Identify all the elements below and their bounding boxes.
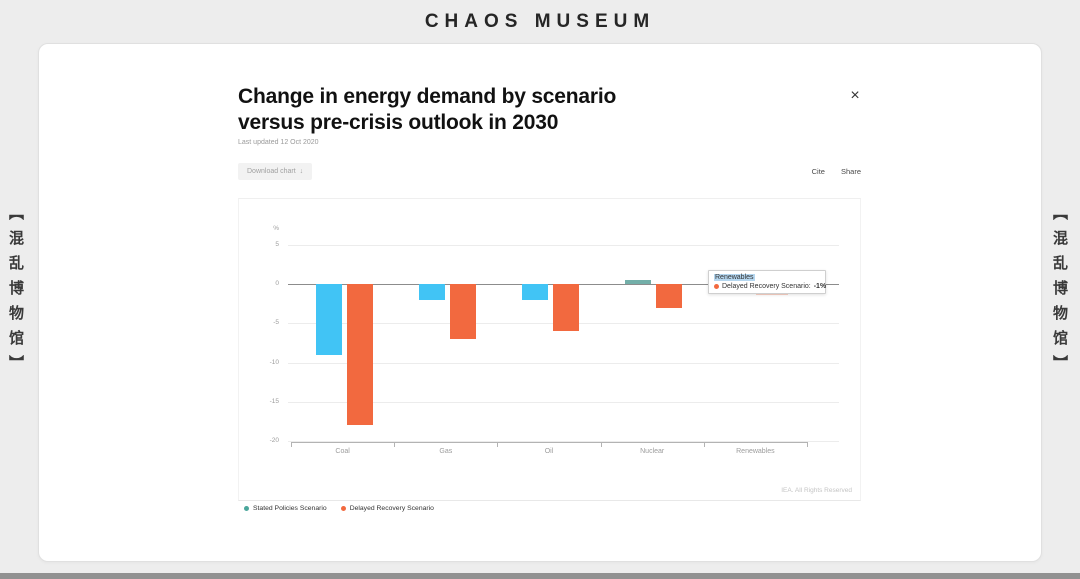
legend-label: Delayed Recovery Scenario [349,505,434,512]
gridline [288,441,839,443]
legend-label: Stated Policies Scenario [253,505,327,512]
x-axis-label-coal: Coal [335,448,350,455]
legend-dot [340,506,346,511]
x-axis-tick [497,442,499,447]
download-arrow-icon: ↓ [299,168,304,175]
chart-panel [238,198,861,501]
tooltip-series-label: Delayed Recovery Scenario: [722,283,811,290]
chart-legend: Stated Policies Scenario Delayed Recovery… [244,505,434,512]
x-axis-tick [807,442,808,447]
close-icon[interactable]: × [845,86,865,106]
tooltip-series-dot [714,284,719,289]
site-header: CHAOS MUSEUM [0,0,1080,43]
last-updated-text: Last updated 12 Oct 2020 [238,139,319,146]
right-watermark: 【混乱博物馆】 [1051,205,1068,380]
bar-gas-delayed-recovery-scenario[interactable] [449,284,476,339]
gridline [288,244,839,246]
legend-dot [244,506,249,511]
bar-oil-delayed-recovery-scenario[interactable] [553,284,579,332]
bar-gas-stated-policies-scenario[interactable] [418,284,445,300]
cite-link[interactable]: Cite [811,167,825,176]
bottom-divider [0,573,1080,579]
bar-oil-stated-policies-scenario[interactable] [522,284,548,300]
x-axis-tick [600,442,602,447]
y-axis-unit-label: % [273,225,279,232]
x-axis-label-oil: Oil [544,448,554,455]
y-tick-label: -15 [269,397,279,405]
site-title: CHAOS MUSEUM [424,10,656,32]
x-axis-label-renewables: Renewables [736,448,775,455]
chart-title: Change in energy demand by scenario vers… [238,85,617,135]
y-tick-label: 0 [275,280,279,287]
chart-credit: IEA. All Rights Reserved [781,487,852,494]
tooltip-value: -1% [813,283,827,290]
bar-coal-stated-policies-scenario[interactable] [315,284,342,355]
legend-item-delayed-recovery-scenario[interactable]: Delayed Recovery Scenario [340,505,434,512]
chart-tooltip: Renewables Delayed Recovery Scenario: -1… [708,270,826,294]
gridline [288,401,839,403]
legend-item-stated-policies-scenario[interactable]: Stated Policies Scenario [244,505,327,512]
y-tick-label: -10 [269,358,279,366]
chart-modal: Change in energy demand by scenario vers… [38,43,1042,562]
x-axis-tick [394,442,396,447]
bar-nuclear-stated-policies-scenario[interactable] [625,280,652,284]
x-axis-tick [703,442,705,447]
left-watermark: 【混乱博物馆】 [7,205,24,380]
cite-share-links: Cite Share [812,167,861,176]
x-axis-label-gas: Gas [439,448,453,455]
y-tick-label: 5 [275,240,279,248]
gridline [288,362,839,364]
x-axis-line [291,442,807,443]
y-tick-label: -5 [273,319,279,327]
share-link[interactable]: Share [840,167,861,176]
y-tick-label: -20 [269,437,279,445]
tooltip-category: Renewables [714,274,755,281]
bar-coal-delayed-recovery-scenario[interactable] [346,284,373,426]
x-axis-tick [291,442,292,447]
x-axis-label-nuclear: Nuclear [640,448,665,455]
download-chart-label: Download chart [247,168,296,175]
download-chart-button[interactable]: Download chart ↓ [238,163,313,180]
bar-nuclear-delayed-recovery-scenario[interactable] [656,284,683,308]
